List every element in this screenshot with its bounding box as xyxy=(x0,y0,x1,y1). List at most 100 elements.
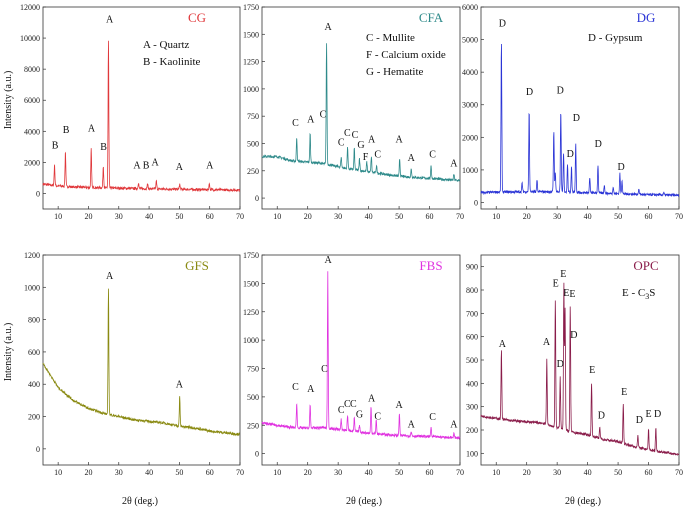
peak-label: D xyxy=(570,330,577,341)
peak-label: D xyxy=(573,113,580,124)
y-tick-label: 750 xyxy=(247,112,259,121)
x-tick-label: 20 xyxy=(523,212,531,221)
ylabel-bottom: Intensity (a.u.) xyxy=(3,323,14,382)
x-tick-label: 40 xyxy=(365,468,373,477)
peak-label: A xyxy=(543,337,551,348)
x-tick-label: 50 xyxy=(395,468,403,477)
peak-label: E xyxy=(569,289,575,300)
x-tick-label: 30 xyxy=(553,468,561,477)
x-tick-label: 30 xyxy=(553,212,561,221)
y-tick-label: 6000 xyxy=(24,96,40,105)
x-tick-label: 10 xyxy=(273,468,281,477)
legend-entry: E - C3S xyxy=(622,287,655,301)
y-tick-label: 400 xyxy=(466,379,478,388)
x-tick-label: 30 xyxy=(334,212,342,221)
peak-label: A xyxy=(307,115,315,126)
peak-label: E xyxy=(589,365,595,376)
peak-label: D xyxy=(598,410,605,421)
peak-label: C xyxy=(344,128,351,139)
peak-label: E xyxy=(560,269,566,280)
x-tick-label: 70 xyxy=(236,212,244,221)
peak-label: A xyxy=(152,157,160,168)
x-tick-label: 20 xyxy=(84,212,92,221)
x-tick-label: 60 xyxy=(645,212,653,221)
y-tick-label: 1000 xyxy=(243,336,259,345)
panel-title: CFA xyxy=(419,10,444,25)
peak-label: A xyxy=(408,420,416,431)
y-tick-label: 250 xyxy=(247,167,259,176)
y-tick-label: 1000 xyxy=(462,166,478,175)
ylabel-top: Intensity (a.u.) xyxy=(3,71,14,130)
peak-label: C xyxy=(352,130,359,141)
x-tick-label: 30 xyxy=(115,468,123,477)
peak-label: A xyxy=(307,384,315,395)
x-tick-label: 10 xyxy=(492,468,500,477)
y-tick-label: 0 xyxy=(255,194,259,203)
peak-label: C xyxy=(350,399,357,410)
peak-label: D xyxy=(526,87,533,98)
series-line xyxy=(480,43,680,198)
peak-label: B xyxy=(100,142,107,153)
x-tick-label: 60 xyxy=(426,212,434,221)
peak-label: A xyxy=(88,123,96,134)
series-line xyxy=(261,271,461,441)
peak-label: D xyxy=(636,415,643,426)
peak-label: D xyxy=(557,359,564,370)
peak-label: D xyxy=(557,85,564,96)
peak-label: A xyxy=(106,15,114,26)
y-tick-label: 8000 xyxy=(24,65,40,74)
x-tick-label: 40 xyxy=(584,212,592,221)
legend-entry: A - Quartz xyxy=(143,39,190,51)
peak-label: A xyxy=(324,22,332,33)
y-tick-label: 6000 xyxy=(462,3,478,12)
y-tick-label: 1750 xyxy=(243,3,259,12)
y-tick-label: 200 xyxy=(466,426,478,435)
x-tick-label: 10 xyxy=(54,468,62,477)
y-tick-label: 1250 xyxy=(243,58,259,67)
x-tick-label: 40 xyxy=(145,212,153,221)
x-tick-label: 20 xyxy=(304,212,312,221)
peak-label: C xyxy=(320,109,327,120)
peak-label: A xyxy=(499,339,507,350)
peak-label: C xyxy=(374,150,381,161)
peak-label: E xyxy=(563,288,569,299)
x-tick-label: 50 xyxy=(175,468,183,477)
panel-cg: 10 20 30 40 50 60 70 0 2000 4000 6000 8000 10000 1200… xyxy=(20,3,244,221)
y-tick-label: 700 xyxy=(466,309,478,318)
x-tick-label: 30 xyxy=(334,468,342,477)
y-tick-label: 250 xyxy=(247,421,259,430)
x-tick-label: 20 xyxy=(523,468,531,477)
peak-label: A xyxy=(368,134,376,145)
peak-label: D xyxy=(618,162,625,173)
xlabel-left: 2θ (deg.) xyxy=(122,496,158,507)
y-tick-label: 0 xyxy=(36,445,40,454)
panel-title: GFS xyxy=(185,258,209,273)
y-tick-label: 1500 xyxy=(243,30,259,39)
panel-title: OPC xyxy=(633,258,658,273)
peak-label: F xyxy=(363,152,369,163)
panel-fbs: 10 20 30 40 50 60 70 0 250 500 750 1000 1250 1500 1750… xyxy=(243,251,464,477)
y-tick-label: 200 xyxy=(28,413,40,422)
peak-label: C xyxy=(338,405,345,416)
peak-label: A xyxy=(450,158,458,169)
y-tick-label: 1200 xyxy=(24,251,40,260)
y-tick-label: 2000 xyxy=(462,133,478,142)
peak-label: C xyxy=(292,382,299,393)
peak-label: D xyxy=(567,149,574,160)
plot-frame xyxy=(480,6,680,210)
y-tick-label: 10000 xyxy=(20,34,40,43)
plot-frame xyxy=(42,6,241,210)
series-line xyxy=(42,288,241,437)
y-tick-label: 100 xyxy=(466,449,478,458)
y-tick-label: 5000 xyxy=(462,36,478,45)
y-tick-label: 0 xyxy=(255,450,259,459)
y-tick-label: 2000 xyxy=(24,158,40,167)
y-tick-label: 1500 xyxy=(243,279,259,288)
x-tick-label: 40 xyxy=(584,468,592,477)
x-tick-label: 30 xyxy=(115,212,123,221)
peak-label: A xyxy=(106,271,114,282)
y-tick-label: 0 xyxy=(474,198,478,207)
x-tick-label: 50 xyxy=(175,212,183,221)
y-tick-label: 3000 xyxy=(462,101,478,110)
peak-label: D xyxy=(499,19,506,30)
